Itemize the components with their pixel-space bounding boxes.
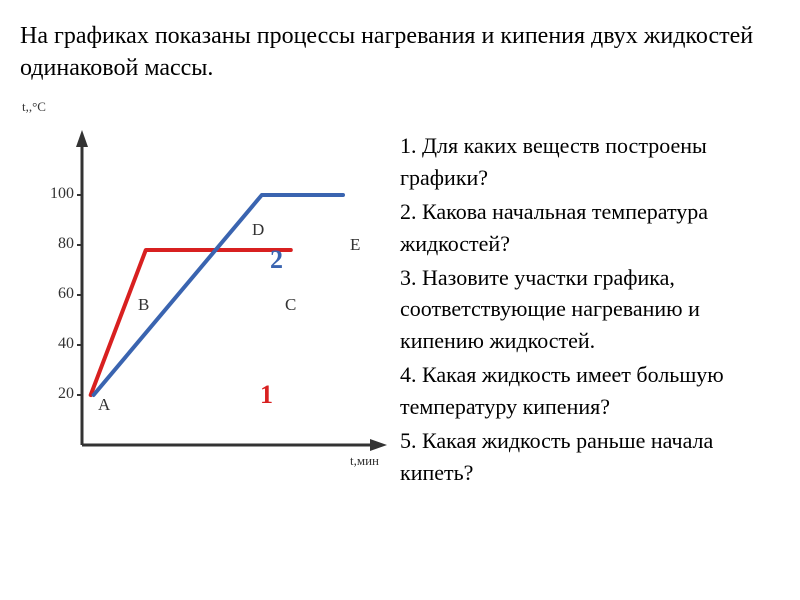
point-label-e: E <box>350 235 360 255</box>
series-label-1: 1 <box>260 380 273 410</box>
chart-area: t,,°C 20406080100 ABCDE 12 t,мин <box>20 105 390 485</box>
y-tick-60: 60 <box>46 285 74 303</box>
x-axis-label: t,мин <box>350 453 379 469</box>
point-label-a: A <box>98 395 110 415</box>
question-3: 3. Назовите участки графика, соответству… <box>400 262 780 358</box>
y-tick-40: 40 <box>46 335 74 353</box>
questions-block: 1. Для каких веществ построены графики? … <box>400 130 780 491</box>
series-label-2: 2 <box>270 245 283 275</box>
question-2: 2. Какова начальная температура жидкосте… <box>400 196 780 260</box>
point-label-b: B <box>138 295 149 315</box>
question-1: 1. Для каких веществ построены графики? <box>400 130 780 194</box>
y-tick-20: 20 <box>46 385 74 403</box>
question-5: 5. Какая жидкость раньше начала кипеть? <box>400 425 780 489</box>
y-tick-100: 100 <box>46 185 74 203</box>
point-label-c: C <box>285 295 296 315</box>
point-label-d: D <box>252 220 264 240</box>
y-tick-80: 80 <box>46 235 74 253</box>
page-title: На графиках показаны процессы нагревания… <box>20 20 780 85</box>
question-4: 4. Какая жидкость имеет большую температ… <box>400 359 780 423</box>
chart-svg <box>20 105 390 485</box>
